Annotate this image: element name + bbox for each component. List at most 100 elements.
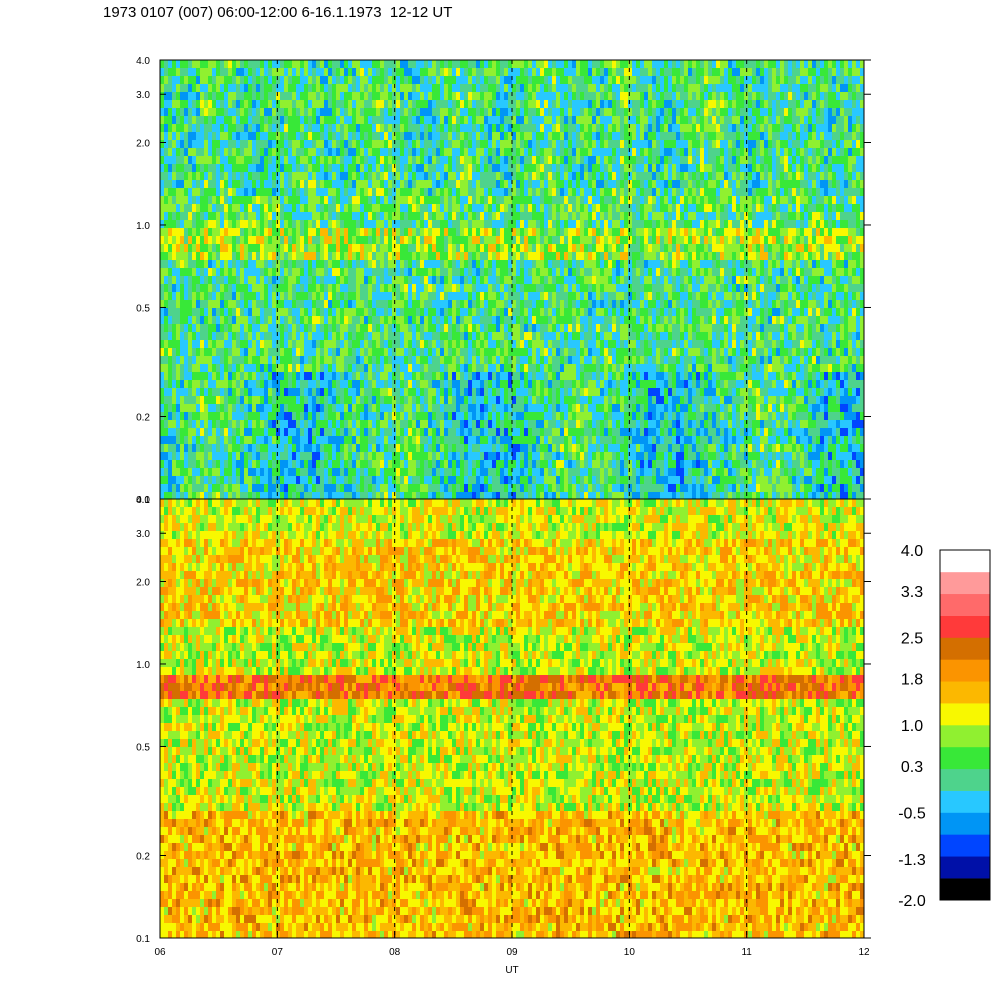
heatmap-cell [348, 188, 353, 197]
heatmap-cell [180, 476, 185, 485]
heatmap-cell [180, 140, 185, 149]
heatmap-cell [188, 356, 193, 365]
heatmap-cell [220, 292, 225, 301]
heatmap-cell [280, 180, 285, 189]
heatmap-cell [372, 156, 377, 165]
heatmap-cell [168, 412, 173, 421]
heatmap-cell [448, 340, 453, 349]
heatmap-cell [240, 260, 245, 269]
heatmap-cell [280, 348, 285, 357]
heatmap-cell [208, 284, 213, 293]
heatmap-cell [400, 452, 405, 461]
heatmap-cell [184, 60, 189, 69]
heatmap-cell [432, 468, 437, 477]
heatmap-cell [476, 196, 481, 205]
heatmap-cell [356, 100, 361, 109]
heatmap-cell [468, 164, 473, 173]
heatmap-cell [268, 196, 273, 205]
heatmap-cell [212, 476, 217, 485]
heatmap-cell [504, 156, 509, 165]
heatmap-cell [380, 300, 385, 309]
heatmap-cell [424, 380, 429, 389]
heatmap-cell [456, 324, 461, 333]
heatmap-cell [196, 316, 201, 325]
heatmap-cell [200, 204, 205, 213]
heatmap-cell [284, 268, 289, 277]
heatmap-cell [456, 108, 461, 117]
heatmap-cell [252, 252, 257, 261]
heatmap-cell [300, 76, 305, 85]
heatmap-cell [332, 308, 337, 317]
heatmap-cell [448, 324, 453, 333]
heatmap-cell [348, 332, 353, 341]
heatmap-cell [348, 356, 353, 365]
heatmap-cell [324, 204, 329, 213]
heatmap-cell [168, 268, 173, 277]
heatmap-cell [400, 460, 405, 469]
heatmap-cell [372, 324, 377, 333]
heatmap-cell [356, 268, 361, 277]
heatmap-cell [432, 308, 437, 317]
heatmap-cell [212, 452, 217, 461]
heatmap-cell [296, 124, 301, 133]
heatmap-cell [480, 60, 485, 69]
heatmap-cell [168, 428, 173, 437]
heatmap-cell [476, 148, 481, 157]
heatmap-cell [504, 116, 509, 125]
heatmap-cell [240, 492, 245, 499]
heatmap-cell [384, 244, 389, 253]
heatmap-cell [300, 492, 305, 499]
heatmap-cell [220, 420, 225, 429]
heatmap-cell [416, 460, 421, 469]
heatmap-cell [392, 188, 397, 197]
heatmap-cell [428, 460, 433, 469]
heatmap-cell [456, 204, 461, 213]
heatmap-cell [448, 260, 453, 269]
heatmap-cell [164, 420, 169, 429]
heatmap-cell [368, 124, 373, 133]
heatmap-cell [312, 492, 317, 499]
heatmap-cell [212, 348, 217, 357]
heatmap-cell [336, 60, 341, 69]
heatmap-cell [252, 124, 257, 133]
heatmap-cell [184, 108, 189, 117]
heatmap-cell [488, 156, 493, 165]
heatmap-cell [280, 468, 285, 477]
heatmap-cell [248, 380, 253, 389]
heatmap-cell [200, 180, 205, 189]
heatmap-cell [320, 76, 325, 85]
heatmap-cell [208, 452, 213, 461]
heatmap-cell [328, 292, 333, 301]
heatmap-cell [504, 412, 509, 421]
heatmap-cell [216, 236, 221, 245]
heatmap-cell [216, 468, 221, 477]
heatmap-cell [380, 276, 385, 285]
heatmap-cell [516, 204, 521, 213]
heatmap-cell [332, 116, 337, 125]
heatmap-cell [168, 132, 173, 141]
heatmap-cell [368, 228, 373, 237]
heatmap-cell [160, 132, 165, 141]
heatmap-cell [452, 188, 457, 197]
heatmap-cell [324, 428, 329, 437]
heatmap-cell [208, 140, 213, 149]
heatmap-cell [272, 180, 277, 189]
heatmap-cell [364, 100, 369, 109]
heatmap-cell [328, 188, 333, 197]
heatmap-cell [460, 148, 465, 157]
heatmap-cell [448, 348, 453, 357]
heatmap-cell [284, 60, 289, 69]
heatmap-cell [256, 164, 261, 173]
heatmap-cell [292, 204, 297, 213]
heatmap-cell [492, 180, 497, 189]
heatmap-cell [272, 284, 277, 293]
heatmap-cell [248, 412, 253, 421]
heatmap-cell [312, 476, 317, 485]
heatmap-cell [332, 412, 337, 421]
heatmap-cell [340, 228, 345, 237]
heatmap-cell [288, 204, 293, 213]
heatmap-cell [276, 236, 281, 245]
heatmap-cell [452, 300, 457, 309]
heatmap-cell [508, 212, 513, 221]
heatmap-cell [292, 428, 297, 437]
